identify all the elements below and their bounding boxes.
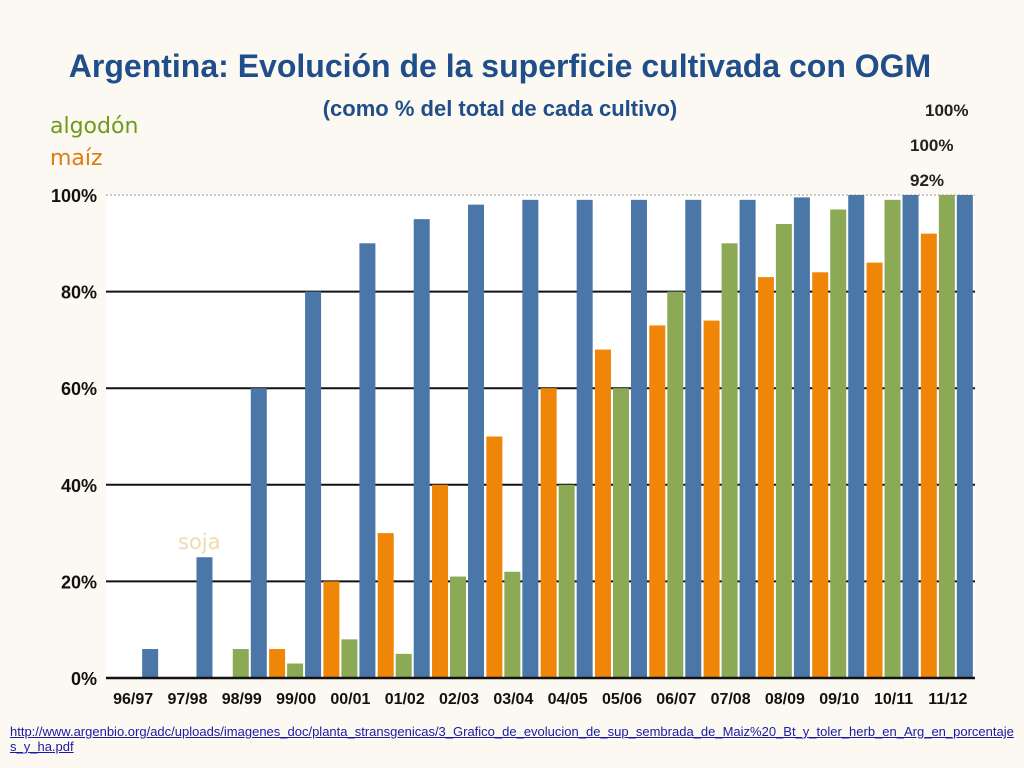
bar <box>287 663 304 678</box>
bar <box>685 199 702 678</box>
x-tick-label: 10/11 <box>874 691 913 708</box>
legend-algodon: algodón <box>50 114 139 139</box>
y-tick-label: 100% <box>51 186 97 206</box>
bar <box>468 204 485 678</box>
x-tick-label: 09/10 <box>819 691 859 708</box>
bar <box>902 195 919 678</box>
final-value-label-1: 100% <box>925 101 969 120</box>
bar <box>269 649 286 678</box>
bar <box>558 484 575 678</box>
bar <box>432 484 449 678</box>
x-tick-label: 05/06 <box>602 691 642 708</box>
bar <box>956 195 973 678</box>
bar <box>866 262 883 678</box>
y-tick-label: 0% <box>71 669 97 689</box>
bar <box>395 653 412 678</box>
x-tick-label: 00/01 <box>330 691 370 708</box>
bar <box>775 223 792 679</box>
bar <box>884 199 901 678</box>
bar <box>413 219 430 678</box>
bar <box>359 243 376 679</box>
bar <box>522 199 539 678</box>
bar <box>196 557 213 678</box>
y-tick-label: 40% <box>61 476 97 496</box>
x-tick-label: 03/04 <box>493 691 533 708</box>
bar <box>323 581 340 678</box>
bar <box>739 199 756 678</box>
bar <box>920 233 937 678</box>
x-tick-label: 07/08 <box>711 691 751 708</box>
bar <box>341 639 358 678</box>
chart-subtitle: (como % del total de cada cultivo) <box>322 96 678 121</box>
bar <box>667 291 684 678</box>
y-tick-label: 60% <box>61 379 97 399</box>
bar <box>630 199 647 678</box>
bar <box>612 388 629 678</box>
bar <box>250 388 267 678</box>
x-tick-label: 97/98 <box>167 691 207 708</box>
bar <box>486 436 503 678</box>
bar <box>938 195 955 678</box>
y-tick-label: 80% <box>61 283 97 303</box>
final-value-label-3: 92% <box>910 171 945 190</box>
bar <box>377 533 394 678</box>
x-tick-label: 99/00 <box>276 691 316 708</box>
bar <box>721 243 738 679</box>
bar <box>232 649 249 678</box>
x-tick-label: 08/09 <box>765 691 805 708</box>
bar <box>812 272 829 678</box>
source-link[interactable]: http://www.argenbio.org/adc/uploads/imag… <box>10 724 1014 754</box>
x-tick-label: 01/02 <box>385 691 425 708</box>
bar <box>305 291 322 678</box>
y-tick-label: 20% <box>61 572 97 592</box>
x-tick-label: 02/03 <box>439 691 479 708</box>
bar <box>830 209 847 679</box>
bar <box>757 277 774 678</box>
bar <box>703 320 720 678</box>
x-tick-label: 11/12 <box>928 691 967 708</box>
bar <box>649 325 666 678</box>
bar <box>576 199 593 678</box>
x-tick-label: 06/07 <box>656 691 696 708</box>
x-tick-label: 04/05 <box>548 691 588 708</box>
final-value-label-2: 100% <box>910 136 954 155</box>
legend-maiz: maíz <box>50 146 103 171</box>
legend-soja: soja <box>178 530 221 554</box>
bar <box>142 649 159 678</box>
x-tick-label: 96/97 <box>113 691 153 708</box>
bar <box>450 576 467 678</box>
chart-title: Argentina: Evolución de la superficie cu… <box>68 48 932 84</box>
bar <box>594 349 611 678</box>
bar <box>848 195 865 678</box>
bar <box>540 388 557 678</box>
bar <box>793 197 810 679</box>
bar <box>504 571 521 678</box>
x-tick-label: 98/99 <box>222 691 262 708</box>
